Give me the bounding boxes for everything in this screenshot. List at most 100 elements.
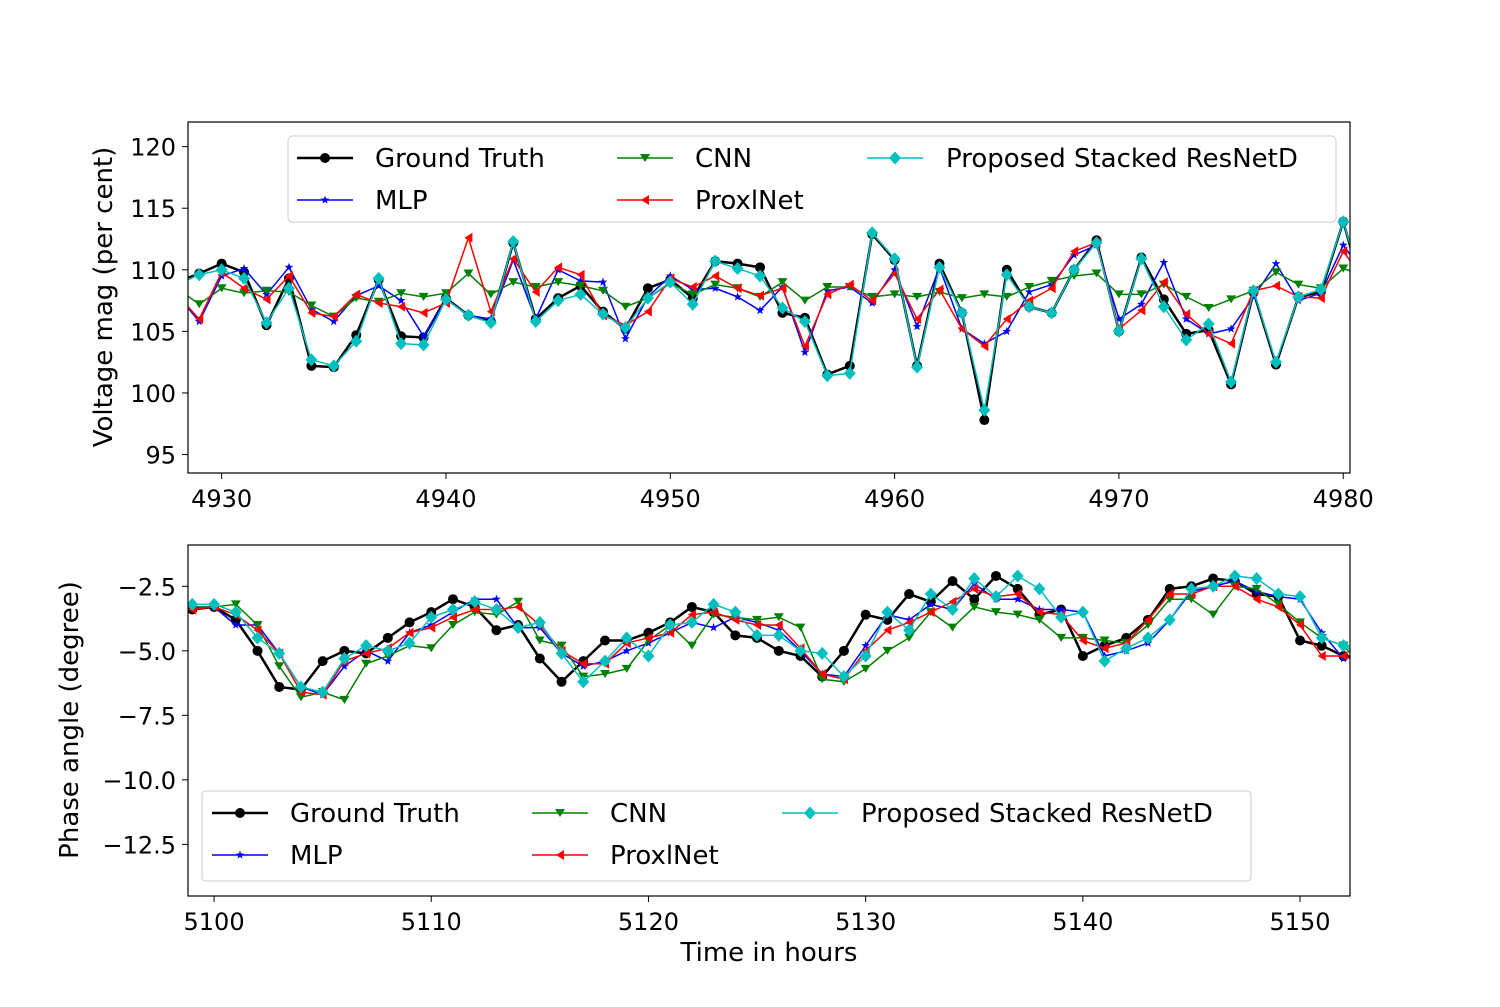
phase-point-ground_truth: [686, 601, 697, 612]
voltage-point-cnn: [216, 284, 227, 293]
voltage-point-proposed: [686, 297, 699, 311]
phase-legend-item-proxlnet: ProxlNet: [532, 841, 719, 871]
phase-point-proxlnet: [1078, 635, 1087, 646]
phase-point-proxlnet: [970, 583, 979, 594]
voltage-point-proxlnet: [778, 283, 787, 294]
phase-point-proposed: [468, 595, 481, 609]
phase-x-tick-label: 5110: [401, 908, 462, 936]
phase-point-proposed: [490, 603, 503, 617]
phase-y-tick-label: −5.0: [118, 638, 176, 666]
phase-point-proposed: [316, 685, 329, 699]
voltage-point-proposed: [641, 291, 654, 305]
phase-point-proposed: [1272, 587, 1285, 601]
voltage-point-proxlnet: [845, 279, 854, 290]
phase-point-ground_truth: [404, 617, 415, 628]
phase-point-mlp: [492, 594, 501, 603]
voltage-y-tick-label: 115: [130, 195, 176, 223]
voltage-point-ground_truth: [396, 331, 407, 342]
voltage-point-proposed: [866, 226, 879, 240]
phase-point-proposed: [989, 590, 1002, 604]
voltage-point-proposed: [260, 316, 273, 330]
voltage-point-proxlnet: [240, 283, 249, 294]
voltage-point-cnn: [1091, 269, 1102, 278]
legend-label-cnn: CNN: [610, 799, 667, 829]
voltage-point-cnn: [956, 294, 967, 303]
phase-point-cnn: [752, 615, 763, 624]
voltage-x-tick-label: 4980: [1313, 485, 1374, 513]
phase-point-proposed: [837, 670, 850, 684]
phase-point-proxlnet: [1274, 601, 1283, 612]
phase-point-proposed: [1076, 605, 1089, 619]
voltage-point-proxlnet: [957, 323, 966, 334]
voltage-point-proposed: [1157, 300, 1170, 314]
voltage-point-proxlnet: [688, 282, 697, 293]
phase-point-cnn: [795, 623, 806, 632]
voltage-point-proxlnet: [1047, 283, 1056, 294]
voltage-point-proposed: [1202, 317, 1215, 331]
legend-marker-proxlnet: [641, 195, 649, 205]
voltage-point-proposed: [395, 337, 408, 351]
phase-point-cnn: [447, 621, 458, 630]
phase-point-proposed: [403, 636, 416, 650]
voltage-point-proposed: [1000, 268, 1013, 282]
phase-point-ground_truth: [339, 645, 350, 656]
voltage-point-mlp: [665, 271, 675, 280]
phase-point-ground_truth: [534, 653, 545, 664]
voltage-point-proposed: [1180, 333, 1193, 347]
voltage-point-cnn: [867, 292, 878, 301]
voltage-point-cnn: [912, 292, 923, 301]
voltage-point-cnn: [194, 300, 205, 309]
voltage-point-proposed: [1068, 263, 1081, 277]
phase-point-cnn: [252, 621, 263, 630]
voltage-point-proposed: [350, 334, 363, 348]
phase-point-proxlnet: [405, 627, 414, 638]
voltage-point-proxlnet: [733, 283, 742, 294]
legend-marker-cnn: [640, 154, 650, 162]
voltage-point-proxlnet: [1159, 277, 1168, 288]
voltage-point-proposed: [574, 287, 587, 301]
voltage-y-tick-label: 105: [130, 318, 176, 346]
voltage-axis-ticks: 4930 4940 4950 4960 4970 4980 95 100 105 110 115 12…: [130, 134, 1374, 513]
voltage-point-mlp: [1024, 287, 1034, 296]
phase-point-cnn: [274, 662, 285, 671]
voltage-x-tick-label: 4940: [415, 485, 476, 513]
legend-label-proxlnet: ProxlNet: [695, 186, 804, 216]
phase-point-ground_truth: [274, 681, 285, 692]
voltage-point-mlp: [1181, 314, 1191, 323]
voltage-point-proposed: [1247, 284, 1260, 298]
phase-point-cnn: [534, 636, 545, 645]
phase-point-proxlnet: [644, 632, 653, 643]
phase-point-proposed: [1033, 582, 1046, 596]
phase-point-cnn: [1077, 633, 1088, 642]
voltage-point-proposed: [1337, 215, 1350, 229]
phase-point-proposed: [425, 610, 438, 624]
phase-point-proxlnet: [579, 658, 588, 669]
voltage-point-proxlnet: [1204, 328, 1213, 339]
phase-point-proxlnet: [1339, 650, 1348, 661]
phase-point-proposed: [1120, 641, 1133, 655]
voltage-point-proposed: [507, 234, 520, 248]
phase-point-proposed: [946, 603, 959, 617]
voltage-point-mlp: [1137, 299, 1146, 308]
voltage-point-proxlnet: [711, 270, 720, 281]
phase-point-proposed: [229, 605, 242, 619]
phase-point-proxlnet: [1296, 620, 1305, 631]
phase-point-proposed: [968, 572, 981, 586]
legend-label-cnn: CNN: [695, 144, 752, 174]
voltage-legend-item-ground-truth: Ground Truth: [297, 144, 545, 174]
phase-point-proposed: [1163, 613, 1176, 627]
phase-point-proposed: [360, 639, 373, 653]
voltage-point-mlp: [1338, 240, 1348, 249]
phase-point-proxlnet: [362, 648, 371, 659]
legend-marker-ground-truth: [235, 808, 245, 818]
voltage-point-proposed: [776, 301, 789, 315]
voltage-y-tick-label: 100: [130, 380, 176, 408]
phase-point-proposed: [251, 631, 264, 645]
phase-point-ground_truth: [447, 594, 458, 605]
legend-label-mlp: MLP: [290, 841, 343, 871]
voltage-point-mlp: [396, 295, 406, 305]
phase-x-tick-label: 5140: [1052, 908, 1113, 936]
legend-marker-proxlnet: [556, 850, 564, 860]
phase-point-proposed: [729, 605, 742, 619]
voltage-point-proxlnet: [1070, 246, 1079, 257]
